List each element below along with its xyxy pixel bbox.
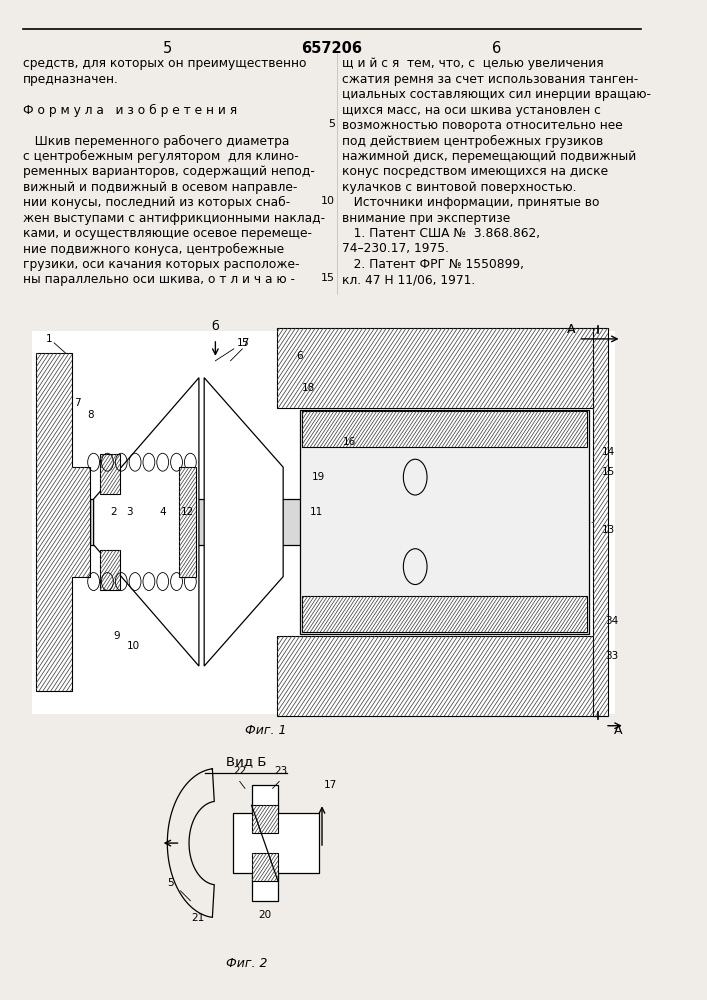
Bar: [90, 499, 588, 545]
Text: кл. 47 Н 11/06, 1971.: кл. 47 Н 11/06, 1971.: [341, 273, 475, 286]
Text: 3: 3: [127, 507, 133, 517]
Text: средств, для которых он преимущественно: средств, для которых он преимущественно: [23, 57, 306, 70]
Text: 4: 4: [159, 507, 166, 517]
Text: 12: 12: [181, 507, 194, 517]
Text: нажимной диск, перемещающий подвижный: нажимной диск, перемещающий подвижный: [341, 150, 636, 163]
Text: ние подвижного конуса, центробежные: ние подвижного конуса, центробежные: [23, 242, 284, 256]
Text: 15: 15: [602, 467, 615, 477]
Text: 5: 5: [242, 338, 248, 348]
Text: 10: 10: [321, 196, 335, 206]
Text: 34: 34: [605, 616, 618, 626]
Text: под действием центробежных грузиков: под действием центробежных грузиков: [341, 135, 603, 148]
Polygon shape: [93, 378, 199, 666]
Text: ками, и осуществляющие осевое перемеще-: ками, и осуществляющие осевое перемеще-: [23, 227, 312, 240]
Text: 15: 15: [321, 273, 335, 283]
Text: ременных варианторов, содержащий непод-: ременных варианторов, содержащий непод-: [23, 165, 315, 178]
Polygon shape: [100, 454, 120, 494]
Text: 5: 5: [168, 878, 174, 888]
Polygon shape: [179, 467, 196, 577]
Text: 7: 7: [74, 398, 81, 408]
Text: предназначен.: предназначен.: [23, 73, 118, 86]
Text: внимание при экспертизе: внимание при экспертизе: [341, 212, 510, 225]
Text: 33: 33: [605, 651, 618, 661]
Text: 16: 16: [342, 437, 356, 447]
Text: щ и й с я  тем, что, с  целью увеличения: щ и й с я тем, что, с целью увеличения: [341, 57, 603, 70]
Text: жен выступами с антифрикционными наклад-: жен выступами с антифрикционными наклад-: [23, 212, 325, 225]
Text: 21: 21: [192, 913, 205, 923]
Text: 1. Патент США №  3.868.862,: 1. Патент США № 3.868.862,: [341, 227, 540, 240]
Polygon shape: [233, 785, 319, 901]
Text: 13: 13: [602, 525, 615, 535]
Text: 2: 2: [110, 507, 117, 517]
Text: 23: 23: [274, 766, 287, 776]
Text: конус посредством имеющихся на диске: конус посредством имеющихся на диске: [341, 165, 608, 178]
Text: A: A: [567, 323, 575, 336]
Text: 14: 14: [602, 447, 615, 457]
Text: 17: 17: [324, 780, 337, 790]
Text: Фиг. 2: Фиг. 2: [226, 957, 267, 970]
Text: сжатия ремня за счет использования танген-: сжатия ремня за счет использования танге…: [341, 73, 638, 86]
Text: кулачков с винтовой поверхностью.: кулачков с винтовой поверхностью.: [341, 181, 576, 194]
Text: 18: 18: [302, 383, 315, 393]
Text: 657206: 657206: [301, 41, 363, 56]
Text: возможностью поворота относительно нее: возможностью поворота относительно нее: [341, 119, 622, 132]
Text: 6: 6: [492, 41, 501, 56]
Text: 20: 20: [258, 910, 271, 920]
Polygon shape: [276, 328, 598, 408]
Polygon shape: [100, 550, 120, 589]
Text: 9: 9: [113, 631, 120, 641]
Text: 5: 5: [163, 41, 172, 56]
Text: нии конусы, последний из которых снаб-: нии конусы, последний из которых снаб-: [23, 196, 290, 209]
Text: вижный и подвижный в осевом направле-: вижный и подвижный в осевом направле-: [23, 181, 297, 194]
Text: Источники информации, принятые во: Источники информации, принятые во: [341, 196, 600, 209]
Text: 1: 1: [45, 334, 52, 344]
Bar: [300, 410, 588, 634]
Polygon shape: [252, 805, 278, 833]
Text: грузики, оси качания которых расположе-: грузики, оси качания которых расположе-: [23, 258, 299, 271]
Text: Фиг. 1: Фиг. 1: [245, 724, 287, 737]
Bar: [33, 331, 615, 714]
Text: 19: 19: [311, 472, 325, 482]
Text: с центробежным регулятором  для клино-: с центробежным регулятором для клино-: [23, 150, 298, 163]
Text: 11: 11: [310, 507, 322, 517]
Text: 22: 22: [233, 766, 246, 776]
Polygon shape: [204, 378, 284, 666]
Polygon shape: [302, 411, 587, 447]
Text: A: A: [614, 724, 622, 737]
Polygon shape: [302, 596, 587, 632]
Text: 5: 5: [328, 119, 335, 129]
Text: Ф о р м у л а   и з о б р е т е н и я: Ф о р м у л а и з о б р е т е н и я: [23, 104, 237, 117]
Text: 17: 17: [237, 338, 250, 348]
Polygon shape: [593, 328, 607, 716]
Polygon shape: [35, 353, 90, 691]
Text: Вид Б: Вид Б: [226, 756, 267, 769]
Text: 8: 8: [87, 410, 93, 420]
Text: б: б: [211, 320, 219, 333]
Polygon shape: [252, 853, 278, 881]
Text: ны параллельно оси шкива, о т л и ч а ю -: ны параллельно оси шкива, о т л и ч а ю …: [23, 273, 295, 286]
Text: 10: 10: [127, 641, 140, 651]
Text: 6: 6: [296, 351, 303, 361]
Text: 74–230.17, 1975.: 74–230.17, 1975.: [341, 242, 449, 255]
Text: циальных составляющих сил инерции вращаю-: циальных составляющих сил инерции вращаю…: [341, 88, 650, 101]
Text: 2. Патент ФРГ № 1550899,: 2. Патент ФРГ № 1550899,: [341, 258, 524, 271]
Text: щихся масс, на оси шкива установлен с: щихся масс, на оси шкива установлен с: [341, 104, 601, 117]
Text: Шкив переменного рабочего диаметра: Шкив переменного рабочего диаметра: [23, 135, 289, 148]
Polygon shape: [276, 636, 598, 716]
